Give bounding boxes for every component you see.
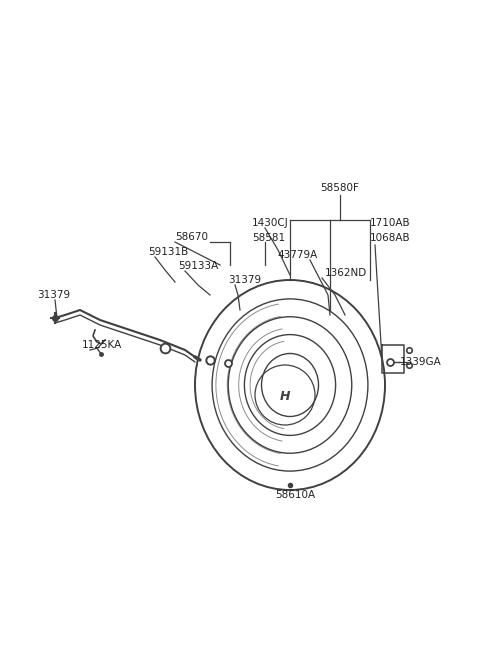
Text: 1362ND: 1362ND <box>325 268 367 278</box>
Text: 1125KA: 1125KA <box>82 340 122 350</box>
Text: 43779A: 43779A <box>277 250 317 260</box>
Text: 1710AB: 1710AB <box>370 218 410 228</box>
Text: H: H <box>280 390 290 403</box>
Text: 59131B: 59131B <box>148 247 188 257</box>
Text: 58610A: 58610A <box>275 490 315 500</box>
Text: 31379: 31379 <box>228 275 261 285</box>
Text: 58580F: 58580F <box>321 183 360 193</box>
Text: 1339GA: 1339GA <box>400 357 442 367</box>
Text: 1430CJ: 1430CJ <box>252 218 289 228</box>
Text: 1068AB: 1068AB <box>370 233 410 243</box>
Text: 58670: 58670 <box>175 232 208 242</box>
Text: 31379: 31379 <box>37 290 70 300</box>
Text: 58581: 58581 <box>252 233 285 243</box>
Text: 59133A: 59133A <box>178 261 218 271</box>
